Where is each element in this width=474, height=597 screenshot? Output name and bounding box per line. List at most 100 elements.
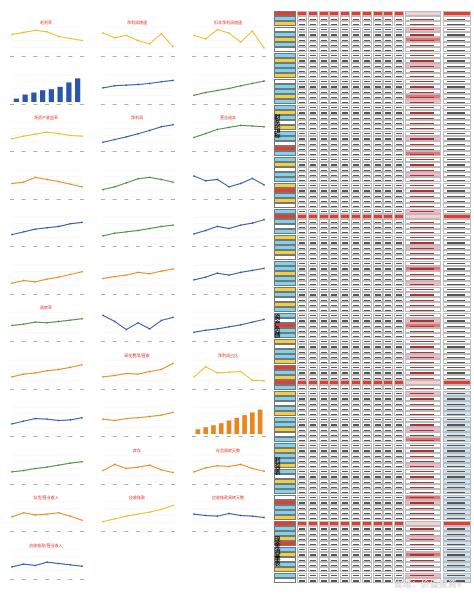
value-cell [394,63,405,68]
value-cell [329,73,340,79]
point [57,132,60,135]
value-cell [394,120,405,126]
point [46,178,48,180]
series-line [102,268,174,279]
value-cell [307,63,318,68]
tail-cell [443,156,471,162]
sheet-row [274,99,472,105]
value-cell [340,141,351,146]
value-cell [340,135,351,141]
value-cell [383,68,394,74]
x-tick-label [112,151,117,152]
point [125,34,128,37]
value-cell [307,16,318,22]
point [22,469,25,471]
point [251,177,254,179]
value-cell [394,26,405,32]
chart-title: 营业成本 [220,115,236,120]
chart-panel: 净利润占比 [188,351,268,395]
x-tick-label [215,246,220,247]
point [228,370,230,373]
x-tick-label [45,531,49,532]
value-cell [383,198,394,204]
chart-panel [6,66,86,110]
value-cell [329,42,340,48]
value-cell [372,57,383,63]
sheet-row [274,135,472,141]
value-cell [361,52,372,58]
point [148,463,151,466]
value-cell [351,130,361,136]
x-tick-label [227,531,231,532]
point [102,314,104,317]
point [69,366,72,368]
x-tick-label [171,341,175,342]
chart-panel [97,66,177,110]
x-tick-label [56,56,61,57]
value-cell [307,57,318,63]
chart-title: 周转率 [40,305,52,310]
point [69,182,72,185]
value-cell [361,167,372,172]
point [172,79,174,81]
x-tick-label [136,198,140,200]
tail-cell [443,89,471,94]
value-cell [307,104,318,110]
point [137,416,139,419]
value-cell [340,203,351,209]
sheet-row [274,78,472,84]
sheet-row [274,151,472,157]
value-cell [383,130,394,136]
value-cell [361,187,372,193]
x-tick-label [136,483,140,485]
x-tick-label [68,103,73,105]
value-cell [394,151,405,157]
series-line [193,463,265,472]
x-tick-label [124,483,129,485]
value-cell [383,26,394,32]
chart-panel [97,161,177,205]
x-tick-label [215,436,220,437]
value-cell [361,73,372,79]
value-cell [361,31,372,37]
bar [203,427,208,434]
row-label-cell [274,135,296,141]
value-cell [307,193,318,198]
row-label-cell [274,156,296,162]
value-cell [307,78,318,84]
sheet-row [274,141,472,146]
x-tick-label [56,151,61,152]
point [204,275,207,278]
value-cell [394,198,405,204]
point [57,35,60,38]
x-tick-label [238,56,243,57]
value-cell [383,37,394,42]
value-cell [329,172,340,178]
row-label-cell [274,47,296,53]
value-cell [329,21,340,27]
chart-svg [101,169,175,200]
point [57,463,60,466]
sheet-row [274,167,472,172]
chart-svg [10,216,84,247]
row-label-cell [274,219,296,224]
x-tick-label [215,56,220,57]
value-cell [372,73,383,79]
chart-title: 净利润增速 [127,20,147,25]
point [34,280,37,283]
x-tick-label [101,531,105,532]
value-cell [307,115,318,120]
x-tick-label [101,293,105,295]
note-cell [405,141,441,146]
value-cell [318,177,329,183]
value-cell [361,130,372,136]
note-cell [405,52,441,58]
point [22,323,25,326]
x-tick-label [171,103,175,105]
point [263,469,265,472]
value-cell [351,187,361,193]
tail-cell [443,203,471,209]
tail-cell [443,99,471,105]
note-cell [405,161,441,167]
tail-cell [443,37,471,42]
